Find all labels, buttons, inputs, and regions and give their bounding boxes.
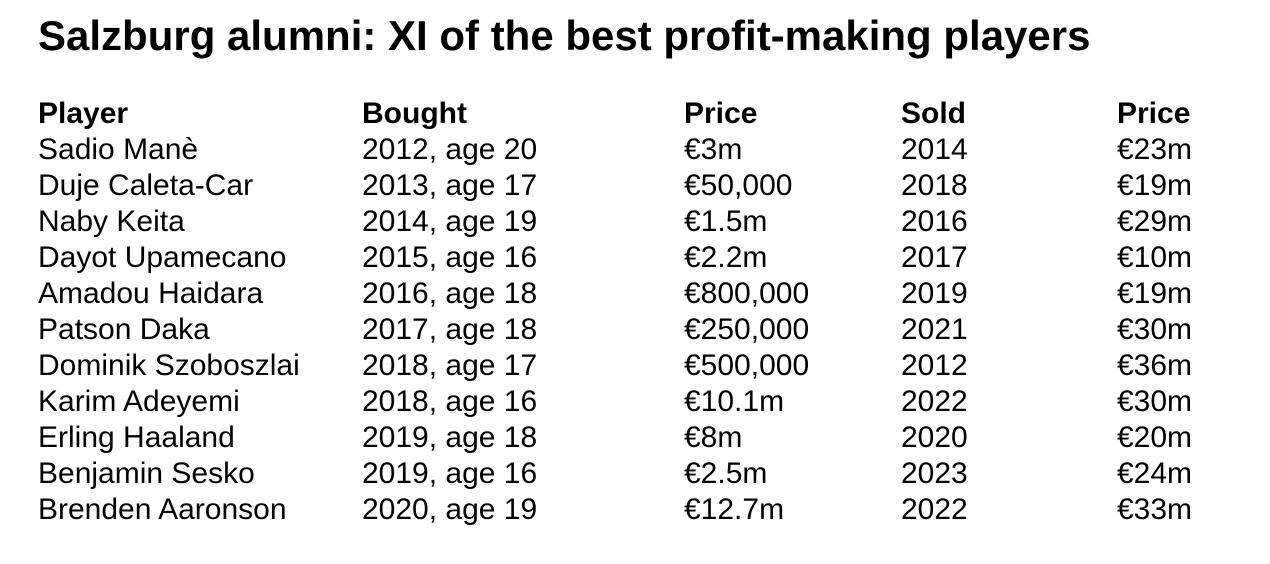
- sold-cell: 2018: [901, 169, 968, 202]
- buy-price-cell: €250,000: [684, 313, 810, 346]
- bought-cell: 2017, age 18: [362, 313, 538, 346]
- player-name-cell: Sadio Manè: [38, 133, 199, 166]
- table-title: Salzburg alumni: XI of the best profit-m…: [38, 12, 1091, 59]
- table-row: Brenden Aaronson 2020, age 19 €12.7m 202…: [38, 492, 1238, 528]
- header-player: Player: [38, 97, 129, 130]
- sell-price-cell: €29m: [1117, 205, 1193, 238]
- sold-cell: 2022: [901, 385, 968, 418]
- sell-price-cell: €19m: [1117, 277, 1193, 310]
- players-table: Player Bought Price Sold Price Sadio Man…: [38, 96, 1238, 528]
- player-name-cell: Erling Haaland: [38, 421, 235, 454]
- buy-price-cell: €500,000: [684, 349, 810, 382]
- table-header-row: Player Bought Price Sold Price: [38, 96, 1238, 132]
- sold-cell: 2023: [901, 457, 968, 490]
- buy-price-cell: €800,000: [684, 277, 810, 310]
- sold-cell: 2020: [901, 421, 968, 454]
- table-row: Patson Daka 2017, age 18 €250,000 2021 €…: [38, 312, 1238, 348]
- bought-cell: 2014, age 19: [362, 205, 538, 238]
- table-row: Naby Keita 2014, age 19 €1.5m 2016 €29m: [38, 204, 1238, 240]
- sell-price-cell: €23m: [1117, 133, 1193, 166]
- sold-cell: 2016: [901, 205, 968, 238]
- header-bought: Bought: [362, 97, 467, 130]
- buy-price-cell: €1.5m: [684, 205, 768, 238]
- player-name-cell: Brenden Aaronson: [38, 493, 287, 526]
- table-row: Sadio Manè 2012, age 20 €3m 2014 €23m: [38, 132, 1238, 168]
- sell-price-cell: €19m: [1117, 169, 1193, 202]
- table-row: Dominik Szoboszlai 2018, age 17 €500,000…: [38, 348, 1238, 384]
- table-row: Amadou Haidara 2016, age 18 €800,000 201…: [38, 276, 1238, 312]
- player-name-cell: Benjamin Sesko: [38, 457, 255, 490]
- buy-price-cell: €2.5m: [684, 457, 768, 490]
- buy-price-cell: €12.7m: [684, 493, 785, 526]
- sold-cell: 2017: [901, 241, 968, 274]
- header-buy-price: Price: [684, 97, 758, 130]
- buy-price-cell: €10.1m: [684, 385, 785, 418]
- bought-cell: 2019, age 18: [362, 421, 538, 454]
- bought-cell: 2013, age 17: [362, 169, 538, 202]
- sell-price-cell: €10m: [1117, 241, 1193, 274]
- bought-cell: 2015, age 16: [362, 241, 538, 274]
- bought-cell: 2019, age 16: [362, 457, 538, 490]
- player-name-cell: Karim Adeyemi: [38, 385, 240, 418]
- buy-price-cell: €8m: [684, 421, 743, 454]
- bought-cell: 2020, age 19: [362, 493, 538, 526]
- sell-price-cell: €33m: [1117, 493, 1193, 526]
- player-name-cell: Dominik Szoboszlai: [38, 349, 300, 382]
- sell-price-cell: €20m: [1117, 421, 1193, 454]
- buy-price-cell: €2.2m: [684, 241, 768, 274]
- sold-cell: 2012: [901, 349, 968, 382]
- table-row: Benjamin Sesko 2019, age 16 €2.5m 2023 €…: [38, 456, 1238, 492]
- table-row: Erling Haaland 2019, age 18 €8m 2020 €20…: [38, 420, 1238, 456]
- sold-cell: 2014: [901, 133, 968, 166]
- bought-cell: 2016, age 18: [362, 277, 538, 310]
- player-name-cell: Dayot Upamecano: [38, 241, 287, 274]
- sold-cell: 2021: [901, 313, 968, 346]
- table-row: Duje Caleta-Car 2013, age 17 €50,000 201…: [38, 168, 1238, 204]
- table-row: Dayot Upamecano 2015, age 16 €2.2m 2017 …: [38, 240, 1238, 276]
- sell-price-cell: €36m: [1117, 349, 1193, 382]
- sell-price-cell: €30m: [1117, 385, 1193, 418]
- buy-price-cell: €50,000: [684, 169, 793, 202]
- bought-cell: 2018, age 17: [362, 349, 538, 382]
- player-name-cell: Patson Daka: [38, 313, 210, 346]
- player-name-cell: Duje Caleta-Car: [38, 169, 254, 202]
- bought-cell: 2018, age 16: [362, 385, 538, 418]
- sell-price-cell: €24m: [1117, 457, 1193, 490]
- bought-cell: 2012, age 20: [362, 133, 538, 166]
- sell-price-cell: €30m: [1117, 313, 1193, 346]
- buy-price-cell: €3m: [684, 133, 743, 166]
- table-row: Karim Adeyemi 2018, age 16 €10.1m 2022 €…: [38, 384, 1238, 420]
- header-sold: Sold: [901, 97, 966, 130]
- player-name-cell: Amadou Haidara: [38, 277, 264, 310]
- player-name-cell: Naby Keita: [38, 205, 185, 238]
- sold-cell: 2019: [901, 277, 968, 310]
- header-sell-price: Price: [1117, 97, 1191, 130]
- sold-cell: 2022: [901, 493, 968, 526]
